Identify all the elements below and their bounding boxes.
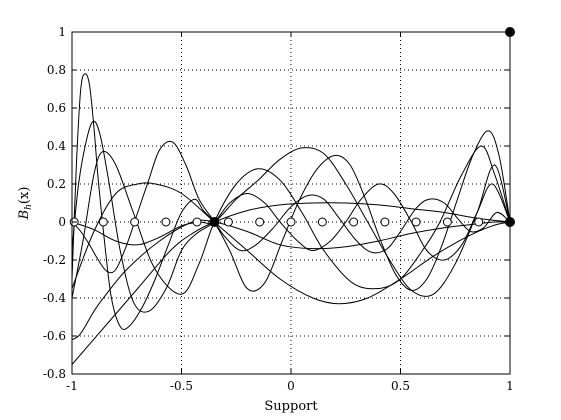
series-line-7 <box>71 130 511 292</box>
y-tick-label: 1 <box>58 25 66 39</box>
open-node-marker <box>411 217 421 227</box>
y-tick-label: -0.4 <box>43 291 67 305</box>
open-node-marker <box>380 217 390 227</box>
y-axis-label-main: B <box>17 210 32 221</box>
open-node-marker <box>442 217 452 227</box>
x-tick-label: 0 <box>287 379 295 393</box>
open-node-marker <box>161 217 171 227</box>
x-tick-label: 1 <box>506 379 514 393</box>
filled-node-marker <box>209 217 220 227</box>
open-node-marker <box>98 217 108 227</box>
series-line-1 <box>71 219 511 341</box>
y-axis-label-tail: (x) <box>17 187 32 204</box>
y-tick-label: -0.8 <box>43 367 66 381</box>
series-line-6 <box>71 73 511 330</box>
open-node-marker <box>286 217 296 227</box>
open-node-marker <box>317 217 327 227</box>
x-tick-label: -1 <box>66 379 78 393</box>
x-tick-label: -0.5 <box>170 379 193 393</box>
x-axis-label: Support <box>264 399 318 414</box>
y-tick-label: 0.2 <box>47 177 66 191</box>
plot-curves <box>71 73 511 365</box>
axis-ticks: -1 -0.5 0 0.5 1 -0.8 -0.6 -0.4 -0.2 0 0.2 0.4 0.6 0.8… <box>43 25 514 393</box>
open-node-marker <box>349 217 359 227</box>
series-line-8 <box>71 147 511 297</box>
open-node-marker <box>192 217 202 227</box>
y-tick-label: 0 <box>58 215 66 229</box>
grid-lines <box>72 32 510 374</box>
open-node-marker <box>223 217 233 227</box>
y-axis-label: Bh(x) <box>17 187 34 221</box>
x-tick-label: 0.5 <box>391 379 410 393</box>
y-axis-label-subscript: h <box>24 204 34 210</box>
series-line-5 <box>71 120 511 313</box>
series-line-3 <box>71 182 511 305</box>
open-node-marker <box>255 217 265 227</box>
open-node-marker <box>130 217 140 227</box>
y-tick-label: -0.6 <box>43 329 66 343</box>
y-tick-label: 0.8 <box>47 63 66 77</box>
y-tick-label: -0.2 <box>43 253 66 267</box>
y-tick-label: 0.6 <box>47 101 66 115</box>
open-node-marker <box>474 217 484 227</box>
y-tick-label: 0.4 <box>47 139 66 153</box>
series-line-2 <box>71 202 511 365</box>
